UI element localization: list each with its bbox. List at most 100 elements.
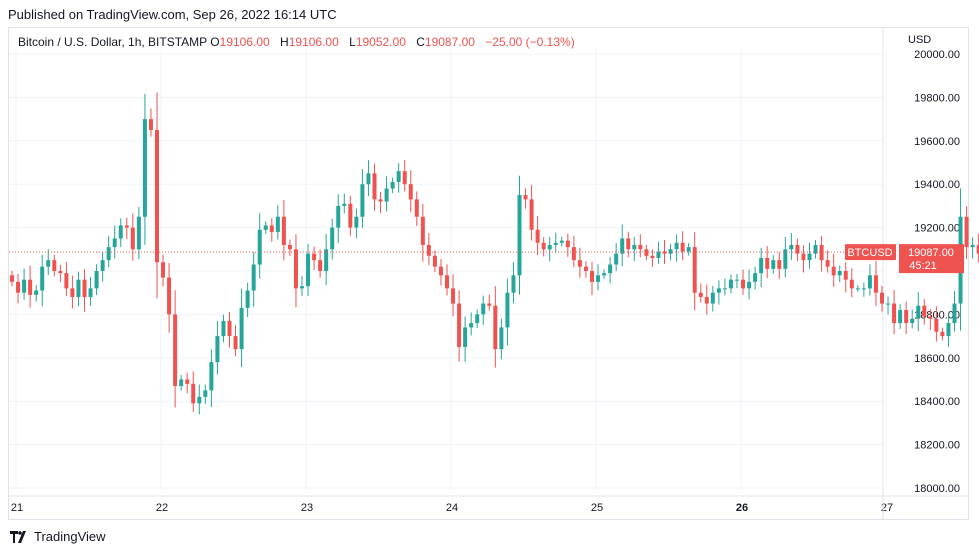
candle-body [547, 244, 552, 250]
candle-body [843, 271, 848, 280]
candle-body [148, 119, 153, 130]
candle-body [100, 260, 105, 271]
high-key: H [280, 35, 289, 49]
candle-body [408, 184, 413, 200]
candle-body [372, 173, 377, 200]
candle-body [632, 244, 637, 250]
published-label: Published on TradingView.com, Sep 26, 20… [8, 7, 337, 22]
candle-body [251, 264, 256, 291]
candle-body [179, 379, 184, 387]
tradingview-branding[interactable]: TradingView [10, 529, 106, 544]
candle-body [124, 225, 129, 228]
candle-body [360, 184, 365, 217]
candle-body [904, 310, 909, 324]
candle-body [837, 271, 842, 276]
candle-body [481, 303, 486, 315]
candle-body [747, 281, 752, 289]
candle-body [28, 279, 33, 295]
ohlc-legend: Bitcoin / U.S. Dollar, 1h, BITSTAMP O191… [18, 35, 582, 49]
change-value: −25.00 (−0.13%) [485, 35, 575, 49]
price-tag-countdown: 45:21 [909, 260, 937, 272]
candle-body [674, 242, 679, 250]
candle-body [873, 275, 878, 293]
candle-body [245, 290, 250, 308]
price-chart[interactable]: 18000.0018200.0018400.0018600.0018800.00… [0, 0, 979, 520]
candle-body [789, 244, 794, 250]
candle-body [777, 260, 782, 269]
low-value: 19052.00 [355, 35, 406, 49]
candle-body [136, 216, 141, 250]
y-tick-label: 18400.00 [914, 396, 960, 408]
candle-body [849, 279, 854, 289]
candle-body [396, 171, 401, 183]
chart-frame [8, 27, 969, 520]
candle-body [438, 266, 443, 276]
candle-body [910, 318, 915, 324]
candle-body [716, 288, 721, 293]
candle-body [88, 288, 93, 298]
candle-body [203, 390, 208, 397]
candle-body [475, 314, 480, 324]
candle-body [861, 288, 866, 290]
candle-body [275, 216, 280, 232]
candle-body [451, 288, 456, 304]
candle-body [342, 203, 347, 206]
candle-body [414, 199, 419, 217]
candle-body [753, 273, 758, 282]
candle-body [644, 249, 649, 256]
candle-body [952, 303, 957, 324]
candle-body [40, 266, 45, 291]
price-tag [899, 244, 964, 274]
candle-body [565, 240, 570, 248]
y-tick-label: 20000.00 [914, 49, 960, 61]
tradingview-logo-icon [10, 530, 26, 543]
close-key: C [416, 35, 425, 49]
candle-body [880, 292, 884, 304]
candle-body [70, 288, 75, 298]
candle-body [336, 205, 341, 228]
candle-body [34, 290, 39, 295]
candle-body [330, 227, 335, 250]
candle-body [215, 336, 220, 363]
candle-body [710, 292, 715, 304]
y-tick-label: 19400.00 [914, 179, 960, 191]
candle-body [765, 257, 770, 269]
candle-body [155, 129, 159, 263]
candle-body [227, 320, 232, 337]
y-tick-label: 19800.00 [914, 92, 960, 104]
candle-body [735, 279, 739, 281]
candle-body [825, 260, 830, 267]
candle-body [106, 247, 111, 261]
candle-body [306, 253, 311, 287]
candle-body [493, 305, 498, 350]
candle-body [64, 273, 69, 289]
open-value: 19106.00 [219, 35, 270, 49]
candle-body [432, 255, 437, 267]
candle-body [118, 225, 123, 239]
candle-body [934, 318, 939, 332]
candle-body [511, 275, 516, 293]
x-tick-label: 22 [156, 502, 168, 514]
candle-body [795, 244, 800, 254]
candle-body [463, 327, 468, 347]
low-key: L [349, 35, 356, 49]
high-value: 19106.00 [288, 35, 339, 49]
candle-body [892, 303, 897, 324]
candle-body [541, 242, 546, 250]
candle-body [704, 297, 709, 304]
candle-body [499, 327, 504, 350]
candle-body [239, 307, 244, 350]
candle-body [293, 249, 298, 289]
candle-body [698, 292, 703, 298]
candle-body [505, 292, 510, 328]
candle-body [354, 216, 359, 228]
candle-body [964, 216, 969, 248]
candle-body [946, 323, 951, 337]
candle-body [940, 331, 945, 337]
candle-body [185, 379, 190, 384]
x-tick-label: 27 [881, 502, 893, 514]
candle-body [22, 279, 27, 293]
symbol-tag-label: BTCUSD [847, 247, 892, 259]
candle-body [553, 242, 558, 245]
candle-body [783, 249, 788, 269]
